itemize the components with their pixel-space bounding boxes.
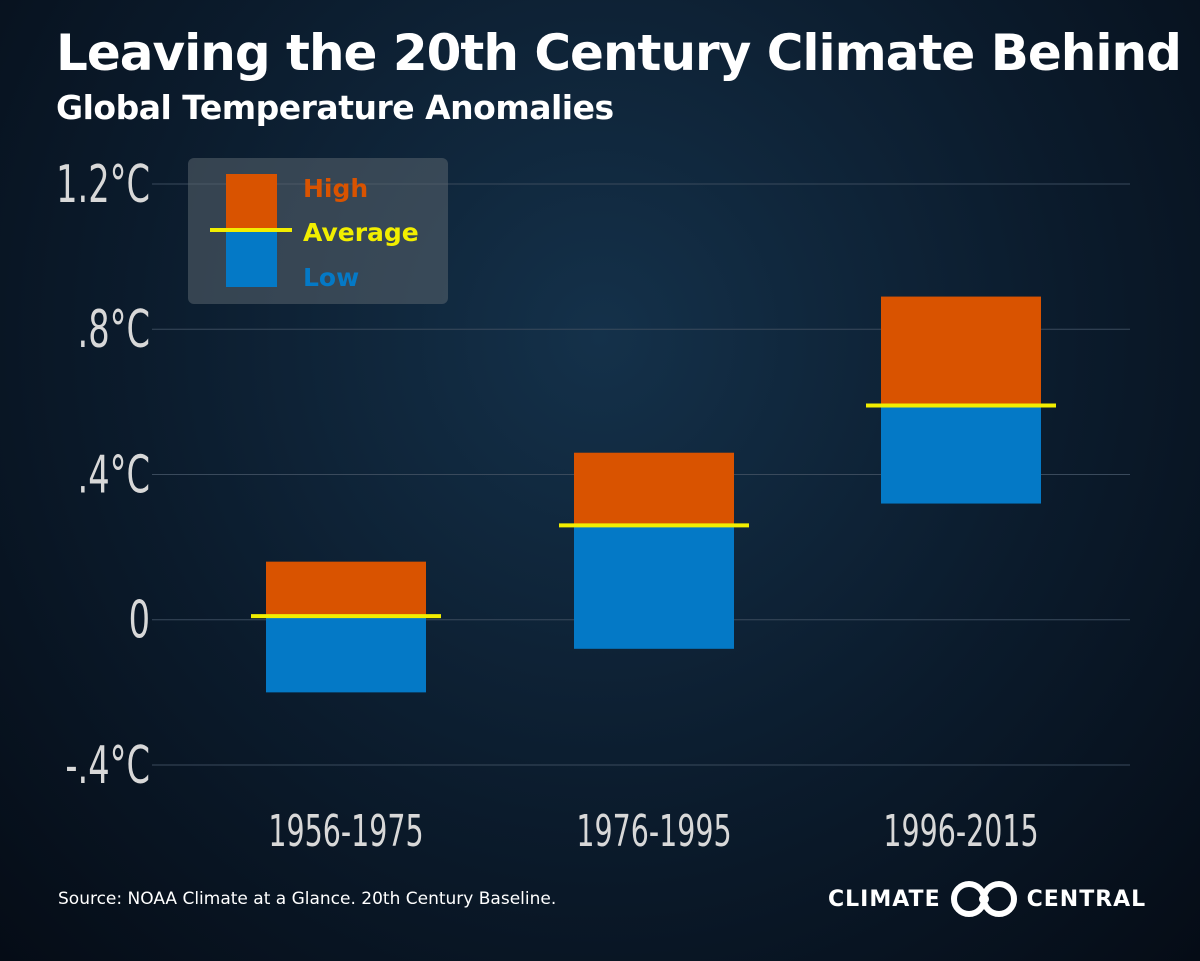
x-tick-label: 1996-2015 xyxy=(883,806,1038,858)
bar-layer xyxy=(251,296,1056,693)
bar-high xyxy=(266,561,426,617)
bar-low xyxy=(266,616,426,693)
legend: High Average Low xyxy=(188,158,448,304)
brand-word-1: CLIMATE xyxy=(828,886,941,912)
legend-label: Low xyxy=(303,263,359,292)
brand-logo: CLIMATE CENTRAL xyxy=(828,878,1146,920)
y-tick-label: 0 xyxy=(129,590,150,651)
y-tick-label: .4°C xyxy=(78,444,150,505)
chart-title: Leaving the 20th Century Climate Behind xyxy=(56,24,1182,82)
source-note: Source: NOAA Climate at a Glance. 20th C… xyxy=(58,889,557,909)
legend-swatch-high xyxy=(226,174,277,230)
legend-label: Average xyxy=(303,218,419,247)
brand-word-2: CENTRAL xyxy=(1026,886,1147,912)
x-tick-label: 1976-1995 xyxy=(576,806,731,858)
x-axis-ticks: 1956-1975 1976-1995 1996-2015 xyxy=(268,806,1038,858)
bar-high xyxy=(881,296,1041,406)
legend-label: High xyxy=(303,174,368,203)
bar-low xyxy=(881,405,1041,504)
y-tick-label: -.4°C xyxy=(65,735,150,796)
y-tick-label: 1.2°C xyxy=(56,154,150,215)
chart-subtitle: Global Temperature Anomalies xyxy=(56,88,614,127)
y-tick-label: .8°C xyxy=(78,299,150,360)
y-axis-ticks: -.4°C 0 .4°C .8°C 1.2°C xyxy=(56,154,150,796)
brand-rings-icon xyxy=(950,881,1017,917)
bar-low xyxy=(574,525,734,649)
bar-high xyxy=(574,452,734,526)
legend-swatch-low xyxy=(226,230,277,287)
x-tick-label: 1956-1975 xyxy=(268,806,423,858)
